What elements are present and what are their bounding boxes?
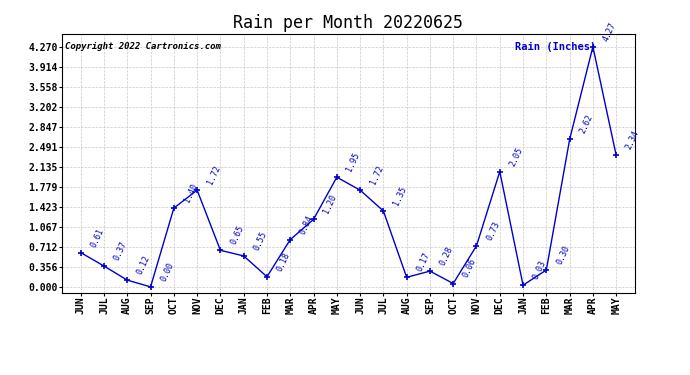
Text: 0.17: 0.17 (415, 251, 431, 273)
Text: 1.95: 1.95 (345, 151, 362, 173)
Text: 0.12: 0.12 (136, 254, 152, 276)
Text: Rain (Inches): Rain (Inches) (515, 42, 595, 51)
Text: 1.40: 1.40 (182, 182, 199, 204)
Text: 1.20: 1.20 (322, 193, 339, 215)
Text: 0.73: 0.73 (485, 220, 502, 242)
Text: 2.62: 2.62 (578, 113, 595, 135)
Text: 0.84: 0.84 (299, 213, 315, 236)
Text: 0.37: 0.37 (112, 240, 129, 262)
Text: 0.65: 0.65 (229, 224, 246, 246)
Text: 1.72: 1.72 (206, 164, 222, 186)
Title: Rain per Month 20220625: Rain per Month 20220625 (233, 14, 464, 32)
Text: 0.03: 0.03 (531, 259, 548, 281)
Text: 0.28: 0.28 (438, 245, 455, 267)
Text: 2.34: 2.34 (624, 129, 641, 151)
Text: 0.00: 0.00 (159, 261, 175, 283)
Text: 2.05: 2.05 (508, 146, 524, 167)
Text: 1.72: 1.72 (368, 164, 385, 186)
Text: 0.30: 0.30 (555, 244, 571, 266)
Text: 0.18: 0.18 (275, 251, 292, 273)
Text: 4.27: 4.27 (601, 21, 618, 42)
Text: 0.55: 0.55 (252, 230, 268, 252)
Text: 0.06: 0.06 (462, 257, 478, 279)
Text: 1.35: 1.35 (392, 185, 408, 207)
Text: 0.61: 0.61 (89, 226, 106, 248)
Text: Copyright 2022 Cartronics.com: Copyright 2022 Cartronics.com (65, 42, 221, 51)
